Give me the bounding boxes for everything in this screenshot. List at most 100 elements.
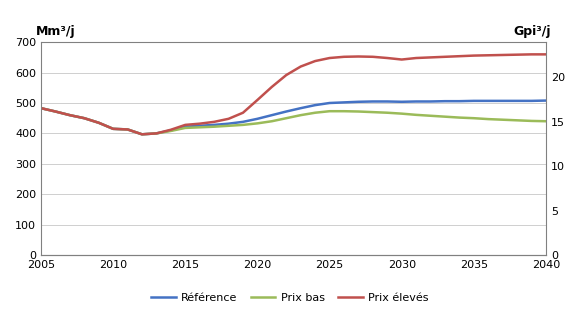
Prix bas xyxy=(110,127,117,131)
Prix bas xyxy=(514,118,521,122)
Référence xyxy=(95,121,102,125)
Référence xyxy=(211,123,218,127)
Prix bas xyxy=(211,125,218,129)
Prix bas xyxy=(283,116,290,120)
Référence xyxy=(340,100,347,104)
Référence xyxy=(412,100,419,103)
Prix bas xyxy=(311,111,318,115)
Line: Prix bas: Prix bas xyxy=(41,108,546,134)
Prix élevés xyxy=(269,85,276,89)
Prix élevés xyxy=(355,54,362,58)
Prix élevés xyxy=(340,55,347,59)
Prix bas xyxy=(297,113,304,117)
Prix bas xyxy=(499,118,506,121)
Prix élevés xyxy=(81,116,88,120)
Line: Prix élevés: Prix élevés xyxy=(41,54,546,134)
Prix élevés xyxy=(384,56,391,60)
Prix élevés xyxy=(196,122,203,126)
Prix élevés xyxy=(441,55,448,59)
Référence xyxy=(66,113,73,117)
Prix élevés xyxy=(153,131,160,135)
Prix élevés xyxy=(254,98,261,102)
Prix bas xyxy=(528,119,535,123)
Référence xyxy=(240,120,246,124)
Référence xyxy=(38,106,45,110)
Prix bas xyxy=(470,116,477,120)
Prix élevés xyxy=(528,53,535,56)
Référence xyxy=(225,122,232,126)
Référence xyxy=(153,131,160,135)
Prix élevés xyxy=(124,128,131,131)
Référence xyxy=(427,100,434,103)
Référence xyxy=(269,113,276,117)
Prix élevés xyxy=(485,54,492,57)
Référence xyxy=(542,99,549,102)
Référence xyxy=(528,99,535,103)
Prix élevés xyxy=(38,106,45,110)
Prix bas xyxy=(456,116,463,120)
Text: Mm³/j: Mm³/j xyxy=(36,25,75,38)
Référence xyxy=(297,106,304,110)
Référence xyxy=(124,128,131,131)
Prix bas xyxy=(485,117,492,121)
Prix bas xyxy=(340,109,347,113)
Prix bas xyxy=(168,129,175,133)
Référence xyxy=(283,110,290,113)
Prix élevés xyxy=(398,58,405,61)
Prix bas xyxy=(326,109,333,113)
Référence xyxy=(182,125,188,129)
Prix élevés xyxy=(412,56,419,60)
Référence xyxy=(168,128,175,132)
Référence xyxy=(254,117,261,121)
Prix bas xyxy=(542,119,549,123)
Text: Gpi³/j: Gpi³/j xyxy=(513,25,551,38)
Prix élevés xyxy=(139,132,146,136)
Prix élevés xyxy=(225,117,232,121)
Prix bas xyxy=(254,121,261,125)
Prix élevés xyxy=(66,113,73,117)
Référence xyxy=(441,99,448,103)
Référence xyxy=(311,103,318,107)
Prix élevés xyxy=(283,73,290,77)
Line: Référence: Référence xyxy=(41,100,546,134)
Prix bas xyxy=(225,124,232,128)
Prix élevés xyxy=(297,65,304,69)
Prix bas xyxy=(38,106,45,110)
Référence xyxy=(514,99,521,103)
Prix élevés xyxy=(326,56,333,60)
Prix élevés xyxy=(211,120,218,124)
Référence xyxy=(485,99,492,103)
Référence xyxy=(139,132,146,136)
Référence xyxy=(355,100,362,104)
Référence xyxy=(81,116,88,120)
Prix bas xyxy=(182,126,188,130)
Prix bas xyxy=(153,131,160,135)
Référence xyxy=(398,100,405,104)
Référence xyxy=(110,127,117,131)
Référence xyxy=(52,110,59,113)
Prix bas xyxy=(427,114,434,118)
Prix élevés xyxy=(427,55,434,59)
Prix bas xyxy=(196,126,203,129)
Prix élevés xyxy=(168,128,175,132)
Prix élevés xyxy=(542,53,549,56)
Prix élevés xyxy=(499,53,506,57)
Référence xyxy=(326,101,333,105)
Prix élevés xyxy=(470,54,477,58)
Référence xyxy=(196,124,203,128)
Prix bas xyxy=(124,128,131,131)
Legend: Référence, Prix bas, Prix élevés: Référence, Prix bas, Prix élevés xyxy=(147,289,433,307)
Prix élevés xyxy=(369,55,376,59)
Prix élevés xyxy=(514,53,521,57)
Prix élevés xyxy=(110,127,117,131)
Prix élevés xyxy=(456,54,463,58)
Prix bas xyxy=(240,123,246,127)
Prix bas xyxy=(81,116,88,120)
Prix élevés xyxy=(240,111,246,115)
Prix bas xyxy=(66,113,73,117)
Prix élevés xyxy=(182,123,188,127)
Prix élevés xyxy=(311,59,318,63)
Prix élevés xyxy=(95,121,102,125)
Prix bas xyxy=(398,112,405,115)
Référence xyxy=(456,99,463,103)
